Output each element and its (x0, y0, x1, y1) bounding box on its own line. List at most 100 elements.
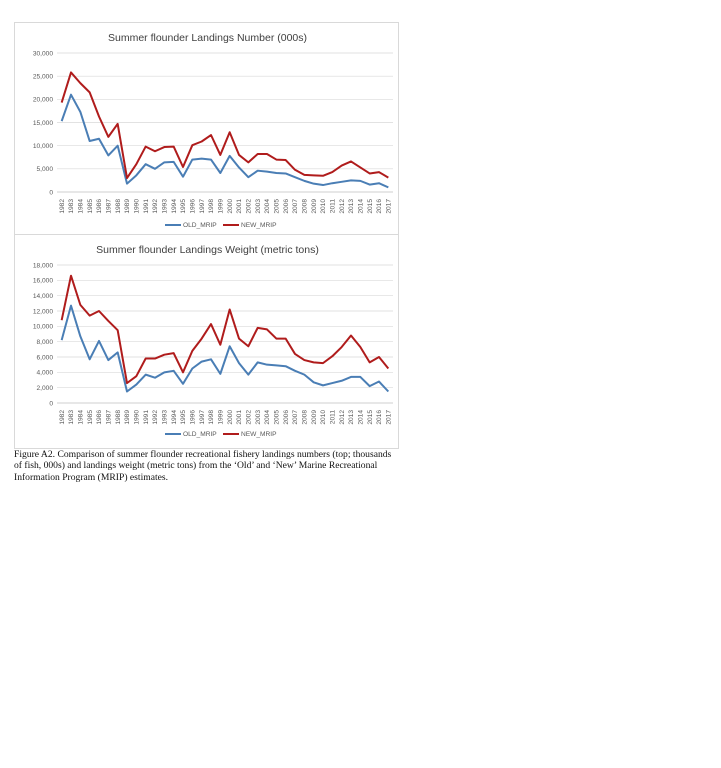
y-tick-label: 12,000 (33, 308, 54, 315)
series-line-old-mrip (60, 93, 389, 189)
x-tick-label: 2004 (264, 199, 271, 214)
x-tick-label: 2001 (236, 199, 243, 214)
x-tick-label: 1989 (124, 199, 131, 214)
series-line-new-mrip (60, 71, 389, 180)
y-tick-label: 20,000 (33, 97, 54, 104)
x-tick-label: 1990 (134, 199, 141, 214)
x-tick-label: 1991 (143, 410, 150, 425)
x-tick-label: 2008 (302, 199, 309, 214)
x-tick-label: 1996 (190, 410, 197, 425)
y-tick-label: 16,000 (33, 278, 54, 285)
x-tick-label: 1987 (106, 410, 113, 425)
x-tick-label: 1992 (152, 199, 159, 214)
x-tick-label: 1995 (180, 410, 187, 425)
landings-number-chart: Summer flounder Landings Number (000s) 0 5… (14, 22, 399, 235)
x-tick-label: 1993 (162, 410, 169, 425)
x-tick-label: 1990 (134, 410, 141, 425)
x-tick-label: 2002 (246, 410, 253, 425)
x-tick-label: 2005 (274, 199, 281, 214)
figure-caption: Figure A2. Comparison of summer flounder… (14, 449, 392, 483)
x-tick-label: 2017 (386, 410, 393, 425)
y-tick-label: 25,000 (33, 73, 54, 80)
x-tick-label: 1985 (87, 410, 94, 425)
chart-title: Summer flounder Landings Number (000s) (108, 32, 307, 44)
x-tick-label: 2010 (320, 199, 327, 214)
x-tick-label: 2016 (376, 199, 383, 214)
x-tick-label: 2007 (292, 410, 299, 425)
x-tick-label: 1984 (78, 199, 85, 214)
x-tick-label: 2010 (320, 410, 327, 425)
x-tick-label: 1993 (162, 199, 169, 214)
x-tick-label: 2009 (311, 199, 318, 214)
y-tick-label: 0 (49, 189, 53, 196)
x-tick-label: 1996 (190, 199, 197, 214)
x-tick-label: 2003 (255, 199, 262, 214)
x-tick-label: 2005 (274, 410, 281, 425)
x-tick-label: 2007 (292, 199, 299, 214)
x-tick-label: 1995 (180, 199, 187, 214)
x-tick-label: 1982 (59, 410, 66, 425)
x-tick-label: 1987 (106, 199, 113, 214)
x-tick-label: 2013 (348, 199, 355, 214)
x-tick-label: 2016 (376, 410, 383, 425)
x-tick-label: 2015 (367, 199, 374, 214)
x-tick-label: 1997 (199, 199, 206, 214)
legend-label: OLD_MRIP (183, 431, 217, 438)
y-tick-label: 5,000 (36, 166, 53, 173)
x-tick-label: 1997 (199, 410, 206, 425)
x-tick-label: 2006 (283, 410, 290, 425)
x-tick-label: 2017 (386, 199, 393, 214)
y-tick-label: 30,000 (33, 50, 54, 57)
chart-title: Summer flounder Landings Weight (metric … (96, 244, 319, 256)
x-tick-label: 1984 (78, 410, 85, 425)
y-tick-label: 6,000 (36, 354, 53, 361)
series-line-old-mrip (60, 304, 390, 393)
y-tick-label: 4,000 (36, 370, 53, 377)
x-tick-label: 1983 (68, 410, 75, 425)
x-tick-label: 2014 (358, 199, 365, 214)
x-tick-label: 1994 (171, 410, 178, 425)
y-tick-label: 10,000 (33, 324, 54, 331)
x-tick-label: 1983 (68, 199, 75, 214)
legend-label: NEW_MRIP (241, 431, 277, 438)
x-tick-label: 2003 (255, 410, 262, 425)
x-tick-label: 2011 (330, 410, 337, 425)
x-tick-label: 2013 (348, 410, 355, 425)
x-tick-label: 2015 (367, 410, 374, 425)
x-tick-label: 2006 (283, 199, 290, 214)
x-tick-label: 2014 (358, 410, 365, 425)
y-tick-label: 15,000 (33, 120, 54, 127)
y-tick-label: 10,000 (33, 143, 54, 150)
y-tick-label: 18,000 (33, 262, 54, 269)
x-tick-label: 2008 (302, 410, 309, 425)
x-tick-label: 1992 (152, 410, 159, 425)
x-tick-label: 2009 (311, 410, 318, 425)
x-tick-label: 2012 (339, 199, 346, 214)
x-tick-label: 1988 (115, 199, 122, 214)
x-tick-label: 2012 (339, 410, 346, 425)
y-tick-label: 14,000 (33, 293, 54, 300)
landings-number-chart-svg: Summer flounder Landings Number (000s) 0 5… (33, 32, 393, 229)
x-tick-label: 1999 (218, 199, 225, 214)
x-tick-label: 1989 (124, 410, 131, 425)
x-tick-label: 2000 (227, 410, 234, 425)
x-tick-label: 2011 (330, 199, 337, 214)
x-tick-label: 1986 (96, 410, 103, 425)
y-tick-label: 0 (49, 400, 53, 407)
x-tick-label: 1999 (218, 410, 225, 425)
x-tick-label: 1998 (208, 199, 215, 214)
legend-label: OLD_MRIP (183, 222, 217, 229)
x-tick-label: 2004 (264, 410, 271, 425)
x-tick-label: 2001 (236, 410, 243, 425)
x-tick-label: 2002 (246, 199, 253, 214)
x-tick-label: 1991 (143, 199, 150, 214)
figure: Summer flounder Landings Number (000s) 0 5… (14, 22, 400, 449)
x-tick-label: 1986 (96, 199, 103, 214)
series-line-new-mrip (60, 274, 390, 385)
x-tick-label: 1985 (87, 199, 94, 214)
x-tick-label: 1998 (208, 410, 215, 425)
x-tick-label: 1982 (59, 199, 66, 214)
x-tick-label: 1994 (171, 199, 178, 214)
legend-label: NEW_MRIP (241, 222, 277, 229)
y-tick-label: 2,000 (36, 385, 53, 392)
